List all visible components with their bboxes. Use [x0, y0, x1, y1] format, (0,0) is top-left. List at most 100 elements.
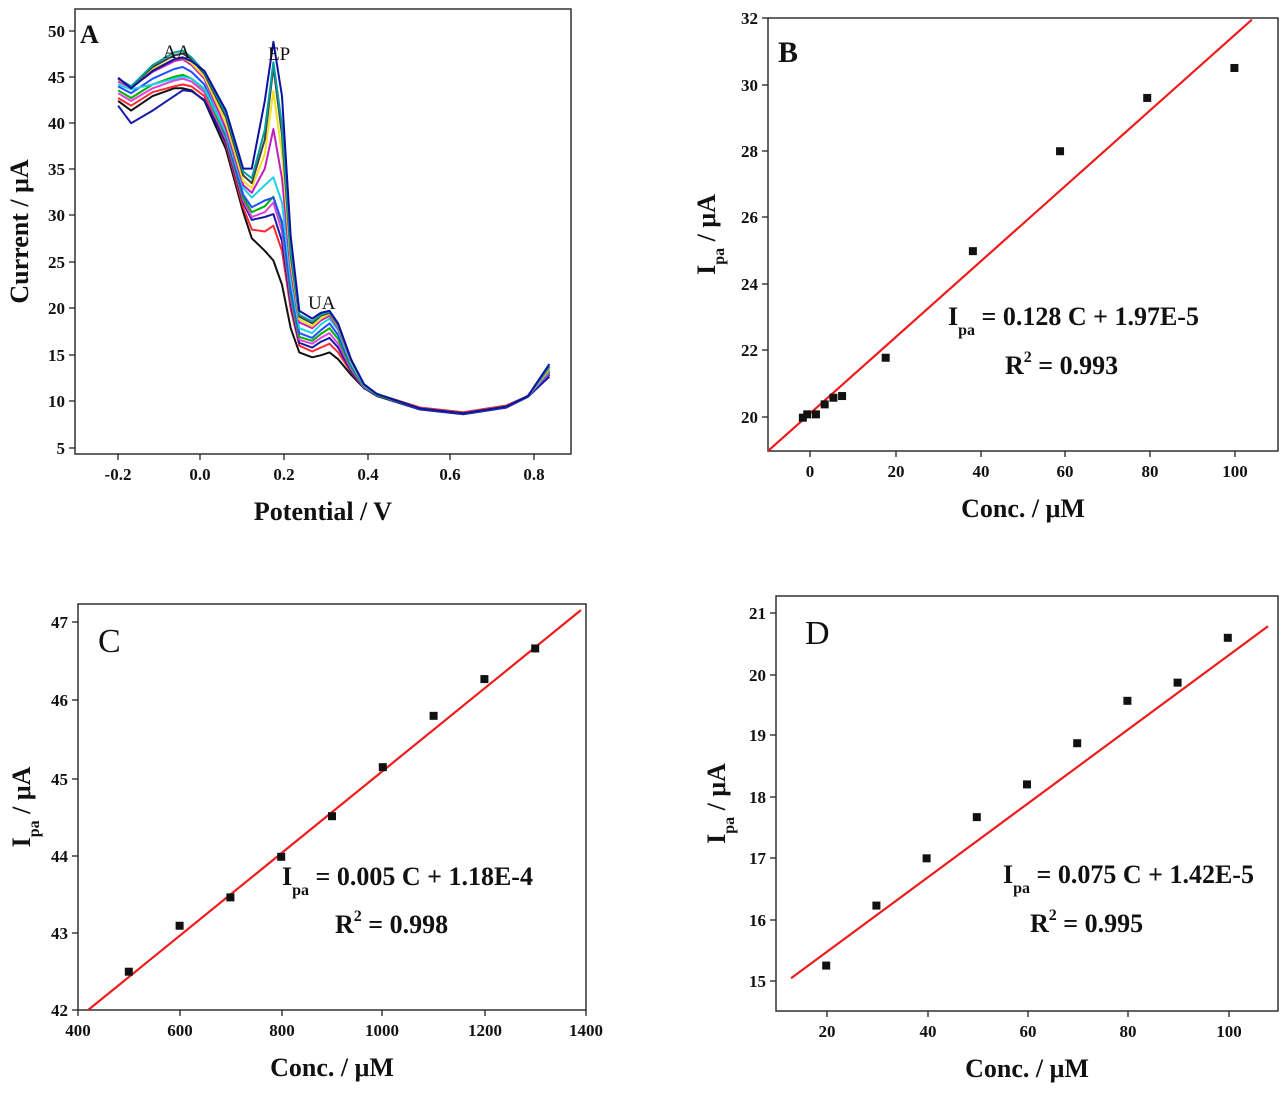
panel-d: 20 40 60 80 100 15 16 17 18 19 20 21 Conc. / μM Ipa /…	[702, 595, 1279, 1083]
x-tick-label: 0.2	[273, 465, 294, 484]
y-axis-title-unit: / μA	[702, 763, 731, 817]
y-axis-title: Ipa / μA	[702, 763, 738, 844]
plot-frame	[767, 17, 1279, 452]
y-tick-label: 30	[48, 206, 65, 225]
data-point	[1056, 147, 1065, 156]
r-squared-label: R	[335, 910, 354, 939]
fit-equation-sub: pa	[292, 882, 309, 899]
data-point	[226, 893, 235, 902]
data-point	[124, 967, 133, 976]
x-tick-label: 100	[1222, 462, 1248, 481]
data-point	[820, 400, 829, 409]
x-tick-label: 100	[1216, 1022, 1242, 1041]
curve-12	[117, 40, 551, 415]
data-point	[968, 247, 977, 256]
data-point	[277, 852, 286, 861]
y-axis-title-main: I	[702, 834, 731, 844]
curve-8	[117, 58, 551, 415]
fit-equation-main: I	[1003, 860, 1013, 889]
peak-label-aa: AA	[163, 42, 191, 63]
plot-area	[87, 609, 582, 1010]
data-point	[1223, 633, 1232, 642]
y-tick-label: 10	[48, 392, 65, 411]
plot-frame	[74, 8, 572, 455]
panel-label: A	[80, 20, 99, 49]
plot-area	[790, 625, 1269, 980]
data-point	[829, 393, 838, 402]
panel-c: 400 600 800 1000 1200 1400 42 43 44 45 46 47 Conc. /…	[7, 603, 603, 1082]
y-axis-title-main: I	[7, 837, 36, 847]
data-point	[1023, 780, 1031, 789]
y-axis-title-sub: pa	[711, 248, 728, 265]
data-point	[429, 711, 438, 720]
r-squared: R2 = 0.995	[1030, 907, 1143, 938]
plot-frame	[77, 603, 587, 1011]
y-tick-label: 20	[48, 299, 65, 318]
r-squared-sup: 2	[1049, 907, 1057, 924]
data-point	[838, 392, 847, 401]
x-tick-label: 40	[973, 462, 990, 481]
fit-equation-rest: = 0.005 C + 1.18E-4	[309, 862, 533, 891]
x-tick-label: 0.6	[439, 465, 460, 484]
data-point	[972, 813, 981, 822]
data-point	[803, 410, 812, 419]
x-tick-label: 20	[819, 1022, 836, 1041]
data-point	[1073, 739, 1082, 748]
x-tick-label: 1400	[569, 1021, 603, 1040]
data-point	[822, 961, 831, 970]
curve-1	[117, 87, 551, 414]
y-axis-title-sub: pa	[26, 820, 43, 837]
y-tick-label: 44	[51, 847, 69, 866]
panel-b: 0 20 40 60 80 100 20 22 24 26 28 30 32 Conc. / μM Ipa …	[692, 9, 1279, 523]
fit-line	[790, 625, 1269, 980]
fit-equation-rest: = 0.128 C + 1.97E-5	[975, 302, 1199, 331]
y-axis-title-sub: pa	[721, 817, 738, 834]
curve-2	[117, 83, 551, 414]
x-axis-title: Conc. / μM	[965, 1054, 1089, 1083]
peak-label-ua: UA	[308, 293, 336, 314]
r-squared-sup: 2	[1024, 349, 1032, 366]
panel-a: -0.2 0.0 0.2 0.4 0.6 0.8 5 10 15 20 25 30 35 40 45 50 Po…	[5, 8, 572, 526]
curve-10	[117, 52, 551, 415]
plot-area	[117, 40, 551, 416]
data-point	[328, 812, 336, 821]
r-squared: R2 = 0.993	[1005, 349, 1118, 380]
data-point	[922, 854, 931, 863]
plot-area	[768, 18, 1253, 451]
y-tick-label: 20	[741, 408, 758, 427]
fit-equation: Ipa = 0.128 C + 1.97E-5	[948, 302, 1199, 339]
data-point	[1123, 696, 1132, 705]
y-tick-label: 22	[741, 341, 758, 360]
x-tick-label: 60	[1020, 1022, 1037, 1041]
r-squared-value: = 0.993	[1032, 351, 1118, 380]
data-point	[1230, 63, 1239, 72]
peak-label-ep: EP	[268, 44, 290, 65]
r-squared-value: = 0.995	[1057, 909, 1143, 938]
x-tick-label: 40	[920, 1022, 937, 1041]
r-squared-label: R	[1005, 351, 1024, 380]
x-tick-label: 60	[1057, 462, 1074, 481]
y-axis-title: Ipa / μA	[692, 194, 728, 275]
y-axis-title: Ipa / μA	[7, 766, 43, 847]
x-tick-label: 400	[65, 1021, 91, 1040]
y-tick-label: 35	[48, 160, 65, 179]
x-tick-label: 80	[1142, 462, 1159, 481]
y-tick-label: 32	[741, 9, 758, 28]
data-point	[480, 675, 489, 684]
data-point	[531, 644, 540, 653]
fit-equation-rest: = 0.075 C + 1.42E-5	[1030, 860, 1254, 889]
data-point	[1143, 93, 1152, 102]
r-squared-value: = 0.998	[362, 910, 448, 939]
x-tick-label: 800	[269, 1021, 295, 1040]
y-tick-label: 15	[749, 972, 766, 991]
data-point	[175, 921, 184, 930]
y-tick-label: 47	[51, 613, 69, 632]
y-axis-title-main: I	[692, 265, 721, 275]
y-tick-label: 43	[51, 924, 68, 943]
r-squared-sup: 2	[354, 908, 362, 925]
fit-equation: Ipa = 0.005 C + 1.18E-4	[282, 862, 533, 899]
fit-equation-main: I	[282, 862, 292, 891]
data-point	[798, 413, 807, 422]
x-axis-title: Conc. / μM	[270, 1053, 394, 1082]
